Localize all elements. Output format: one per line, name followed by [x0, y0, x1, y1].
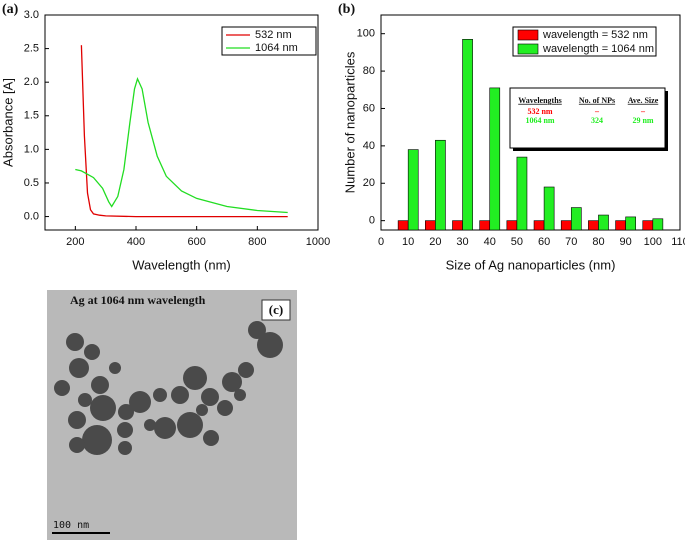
x-axis-label: Size of Ag nanoparticles (nm)	[446, 257, 616, 272]
bar	[425, 220, 436, 231]
table-cell: 532 nm	[527, 107, 552, 116]
legend-swatch	[517, 43, 539, 55]
y-tick-label: 2.0	[24, 76, 39, 88]
bar	[397, 220, 409, 231]
line	[80, 45, 288, 218]
bar	[435, 139, 446, 231]
legend-swatch	[517, 29, 539, 41]
table-cell: 29 nm	[632, 116, 653, 125]
bar	[652, 218, 664, 231]
panel-label: (a)	[2, 2, 19, 17]
x-tick-label: 70	[565, 236, 577, 248]
x-tick-label: 400	[127, 236, 145, 248]
bar	[642, 220, 654, 231]
legend-box	[221, 26, 317, 56]
x-tick-label: 90	[620, 236, 632, 248]
x-tick-label: 200	[66, 236, 84, 248]
y-tick-label: 1.0	[24, 143, 39, 155]
bar	[489, 87, 501, 231]
bar	[543, 186, 555, 231]
bar	[462, 39, 473, 231]
legend-box	[512, 26, 657, 57]
y-tick-label: 80	[363, 65, 375, 77]
legend-label: 1064 nm	[255, 42, 298, 54]
y-tick-label: 2.5	[24, 43, 39, 55]
legend-label: 532 nm	[255, 29, 292, 41]
x-tick-label: 10	[402, 236, 414, 248]
bar	[588, 220, 599, 231]
y-tick-label: 0.5	[24, 177, 39, 189]
bar	[479, 220, 491, 231]
x-axis-label: Wavelength (nm)	[132, 257, 231, 272]
x-tick-label: 30	[456, 236, 468, 248]
x-tick-label: 50	[511, 236, 523, 248]
image-label: (c)	[269, 302, 283, 317]
y-tick-label: 100	[357, 28, 375, 40]
image-label-box	[261, 299, 291, 321]
panel-label: (b)	[338, 2, 355, 17]
image-caption: Ag at 1064 nm wavelength	[70, 293, 206, 307]
bar	[506, 220, 518, 231]
x-tick-label: 800	[248, 236, 266, 248]
table-cell: –	[594, 107, 600, 116]
y-tick-label: 3.0	[24, 9, 39, 21]
table-header: No. of NPs	[579, 96, 615, 105]
legend-label: wavelength = 532 nm	[542, 29, 648, 41]
table-cell: –	[640, 107, 646, 116]
x-tick-label: 110	[671, 236, 685, 248]
y-tick-label: 1.5	[24, 110, 39, 122]
bar	[516, 156, 528, 231]
table-box	[509, 87, 666, 149]
y-tick-label: 40	[363, 140, 375, 152]
x-tick-label: 80	[592, 236, 604, 248]
y-axis-label: Number of nanoparticles	[342, 51, 357, 193]
y-axis-label: Absorbance [A]	[0, 78, 15, 167]
table-header: Ave. Size	[628, 96, 659, 105]
bar	[533, 220, 545, 231]
y-tick-label: 0	[369, 215, 375, 227]
particles	[54, 321, 283, 455]
x-tick-label: 0	[378, 236, 384, 248]
bar	[452, 220, 463, 231]
line	[75, 76, 288, 214]
x-tick-label: 100	[644, 236, 662, 248]
bar	[615, 220, 626, 231]
bar	[570, 207, 582, 231]
y-tick-label: 60	[363, 102, 375, 114]
x-tick-label: 600	[187, 236, 205, 248]
bar	[598, 214, 609, 231]
x-tick-label: 40	[484, 236, 496, 248]
plot-frame	[44, 14, 319, 231]
y-tick-label: 20	[363, 177, 375, 189]
x-tick-label: 1000	[306, 236, 330, 248]
y-tick-label: 0.0	[24, 210, 39, 222]
x-tick-label: 60	[538, 236, 550, 248]
table-cell: 1064 nm	[525, 116, 554, 125]
bar	[560, 220, 572, 231]
scale-bar-label: 100 nm	[53, 520, 89, 531]
tem-image: Ag at 1064 nm wavelength (c) 100 nm	[47, 290, 297, 540]
plot-frame	[380, 14, 681, 231]
bar	[407, 149, 419, 231]
x-tick-label: 20	[429, 236, 441, 248]
table-cell: 324	[591, 116, 603, 125]
legend-label: wavelength = 1064 nm	[542, 43, 654, 55]
table-header: Wavelengths	[518, 96, 562, 105]
bar	[625, 216, 636, 231]
